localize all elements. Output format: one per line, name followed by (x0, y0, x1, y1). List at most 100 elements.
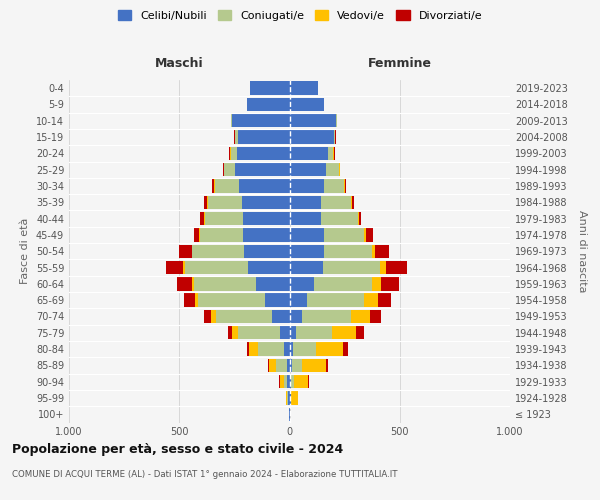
Bar (200, 212, 204, 226)
Bar (294, 375, 308, 388)
Bar (243, 228, 290, 241)
Bar (239, 180, 290, 192)
Bar (194, 277, 256, 290)
Bar (191, 244, 193, 258)
Bar (286, 392, 287, 404)
Bar (364, 228, 366, 241)
Bar (244, 244, 290, 258)
Bar (276, 358, 287, 372)
Bar (198, 294, 265, 307)
Bar (205, 212, 243, 226)
Bar (291, 375, 294, 388)
Bar (230, 146, 231, 160)
Bar (386, 261, 407, 274)
Bar (290, 294, 307, 307)
Bar (215, 180, 239, 192)
Bar (248, 261, 290, 274)
Bar (229, 146, 230, 160)
Bar (351, 196, 352, 209)
Bar (370, 310, 381, 323)
Bar (290, 180, 323, 192)
Bar (343, 342, 348, 356)
Bar (323, 228, 364, 241)
Bar (375, 244, 389, 258)
Bar (200, 228, 243, 241)
Bar (326, 358, 328, 372)
Bar (178, 277, 192, 290)
Bar (380, 261, 386, 274)
Bar (302, 310, 351, 323)
Text: Maschi: Maschi (155, 57, 203, 70)
Bar (323, 261, 380, 274)
Bar (231, 146, 236, 160)
Bar (352, 196, 354, 209)
Bar (284, 342, 290, 356)
Bar (234, 130, 235, 144)
Bar (356, 326, 364, 340)
Bar (224, 163, 235, 176)
Bar (366, 228, 373, 241)
Bar (290, 98, 323, 111)
Bar (290, 196, 322, 209)
Bar (359, 212, 361, 226)
Bar (287, 375, 290, 388)
Bar (290, 310, 302, 323)
Bar (290, 114, 336, 128)
Bar (280, 326, 290, 340)
Bar (205, 196, 207, 209)
Bar (290, 244, 323, 258)
Bar (183, 261, 185, 274)
Bar (199, 228, 200, 241)
Bar (323, 244, 372, 258)
Bar (287, 392, 288, 404)
Bar (269, 358, 276, 372)
Bar (292, 392, 298, 404)
Bar (204, 212, 205, 226)
Bar (290, 82, 318, 95)
Bar (290, 163, 326, 176)
Bar (290, 228, 323, 241)
Bar (290, 130, 334, 144)
Bar (307, 294, 364, 307)
Bar (179, 244, 191, 258)
Bar (247, 98, 290, 111)
Bar (194, 228, 199, 241)
Bar (335, 130, 336, 144)
Bar (236, 146, 290, 160)
Bar (290, 375, 291, 388)
Bar (378, 294, 391, 307)
Bar (334, 146, 335, 160)
Bar (358, 212, 359, 226)
Bar (280, 375, 284, 388)
Bar (247, 342, 249, 356)
Bar (166, 261, 183, 274)
Bar (184, 294, 196, 307)
Bar (351, 310, 370, 323)
Bar (290, 392, 292, 404)
Bar (215, 310, 272, 323)
Bar (207, 196, 208, 209)
Bar (214, 180, 215, 192)
Bar (322, 196, 351, 209)
Bar (333, 146, 334, 160)
Text: Femmine: Femmine (368, 57, 432, 70)
Bar (257, 342, 284, 356)
Bar (364, 294, 378, 307)
Bar (290, 261, 323, 274)
Bar (212, 180, 214, 192)
Bar (293, 342, 316, 356)
Bar (204, 310, 211, 323)
Bar (268, 358, 269, 372)
Bar (227, 326, 232, 340)
Y-axis label: Anni di nascita: Anni di nascita (577, 210, 587, 292)
Bar (208, 196, 242, 209)
Bar (232, 114, 290, 128)
Bar (372, 277, 382, 290)
Bar (265, 294, 290, 307)
Bar (290, 212, 322, 226)
Legend: Celibi/Nubili, Coniugati/e, Vedovi/e, Divorziati/e: Celibi/Nubili, Coniugati/e, Vedovi/e, Di… (113, 6, 487, 25)
Bar (334, 130, 335, 144)
Bar (249, 342, 257, 356)
Bar (290, 342, 293, 356)
Bar (256, 277, 290, 290)
